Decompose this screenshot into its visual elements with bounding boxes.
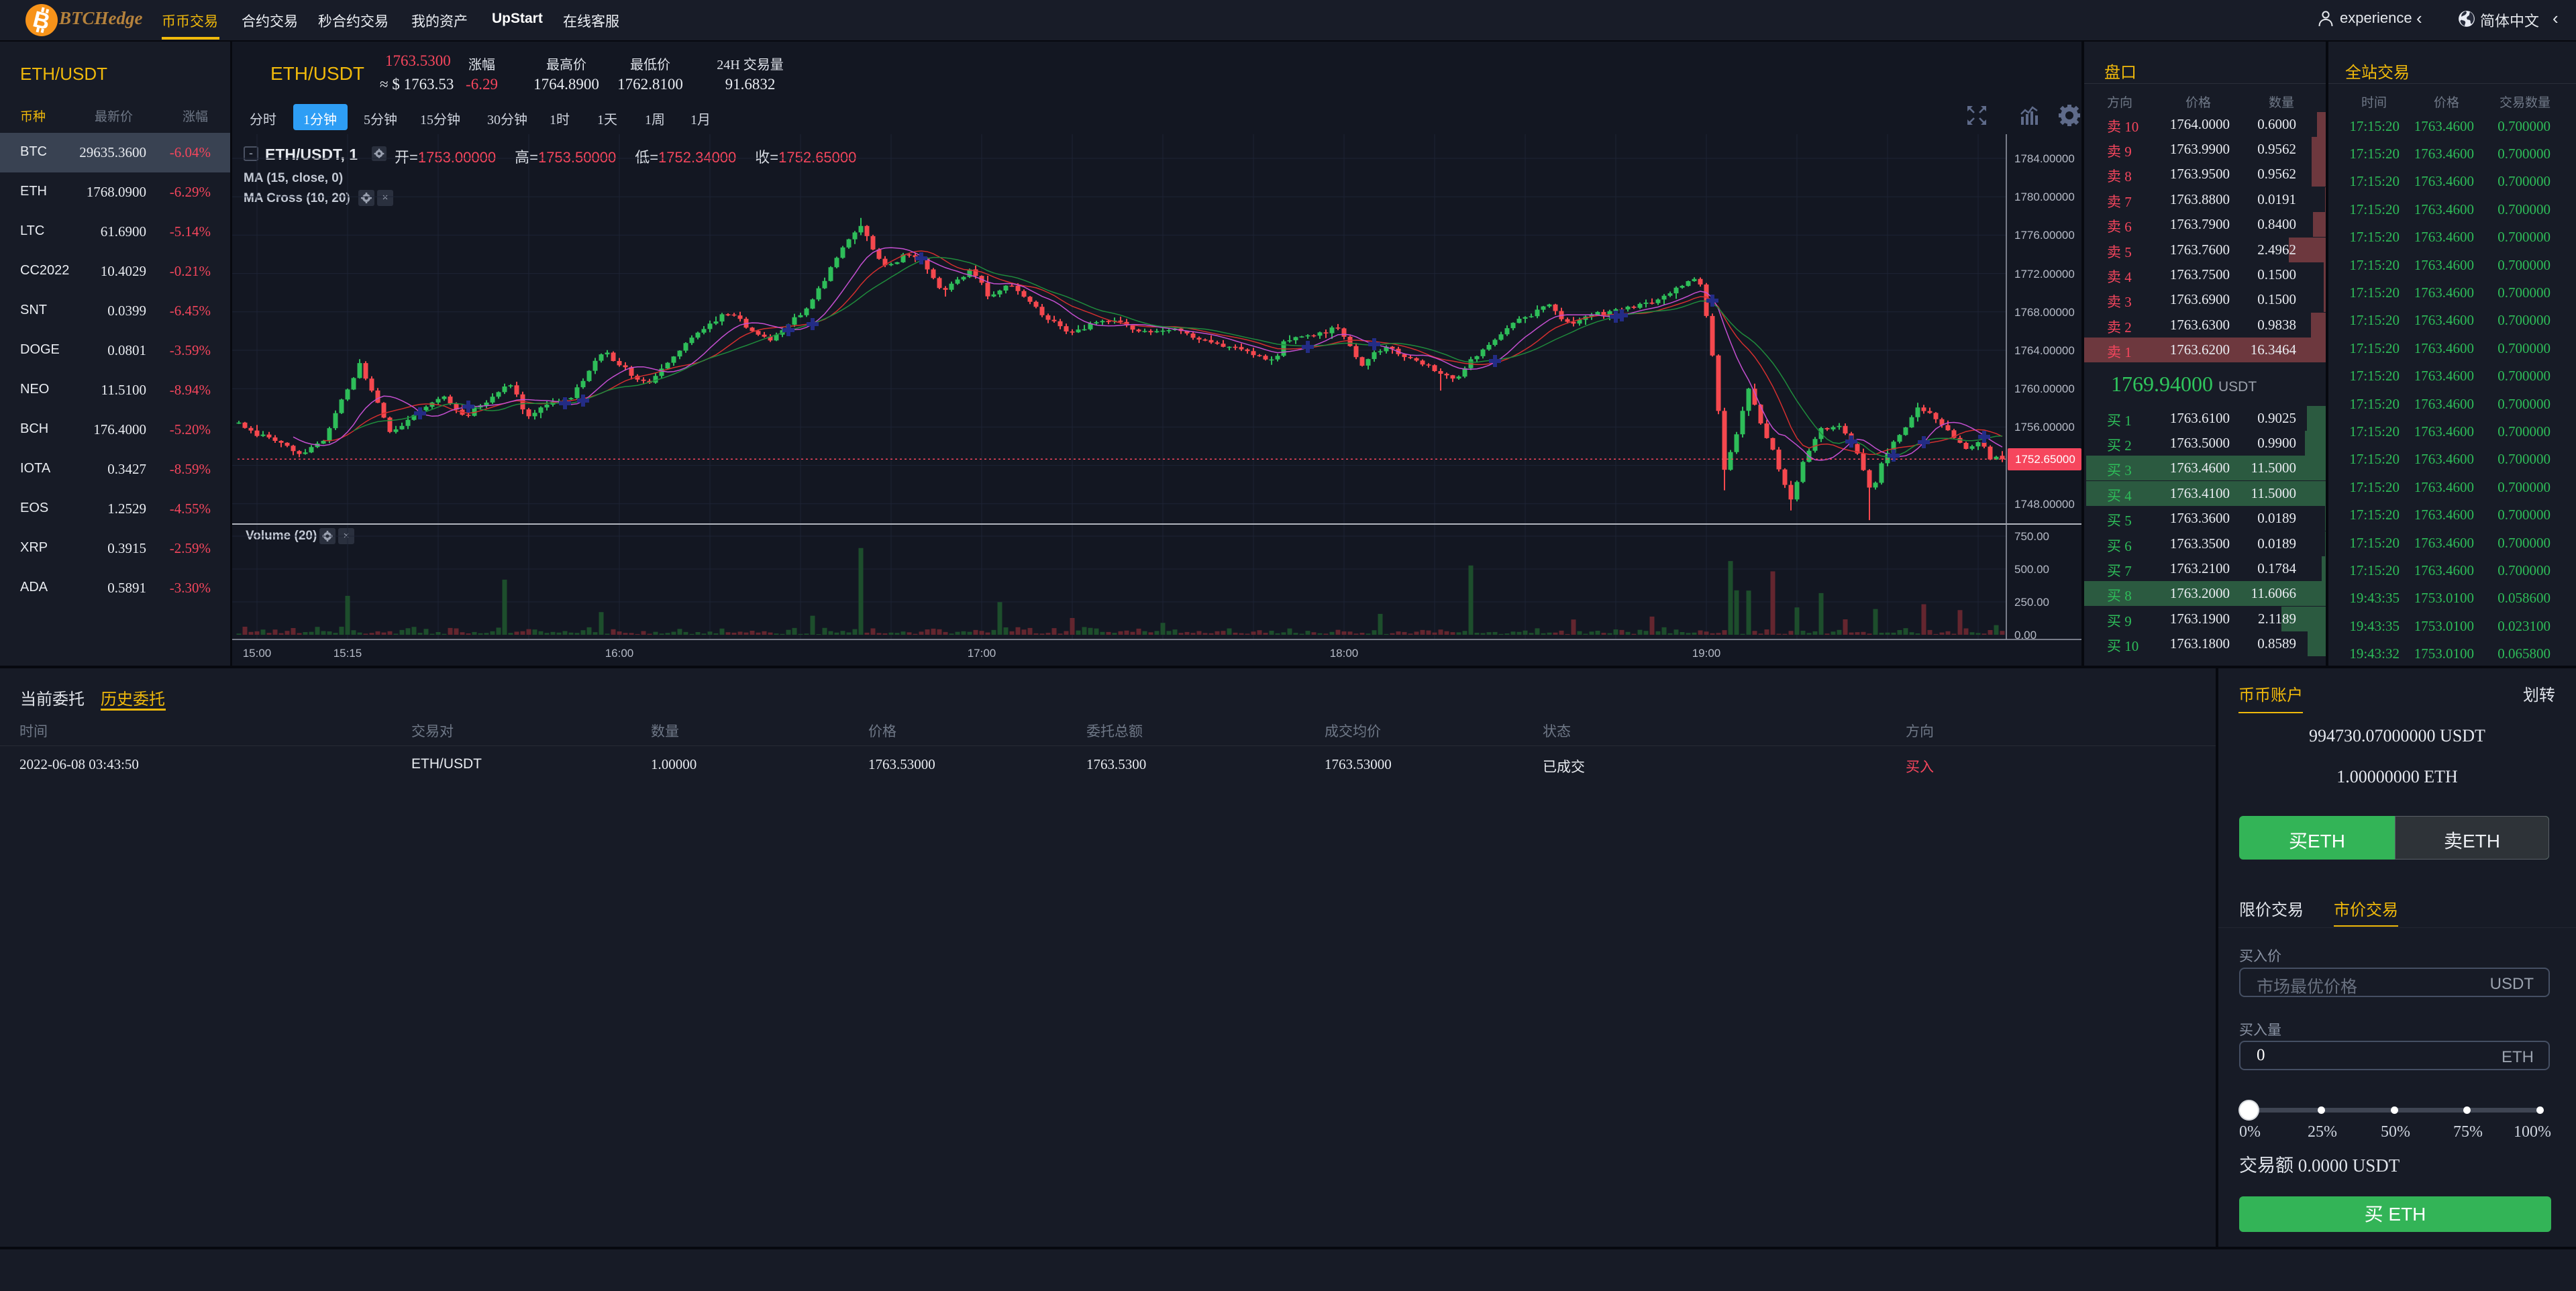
svg-text:1780.00000: 1780.00000 — [2014, 191, 2075, 203]
svg-text:500.00: 500.00 — [2014, 563, 2049, 576]
svg-text:1748.00000: 1748.00000 — [2014, 498, 2075, 511]
svg-text:1784.00000: 1784.00000 — [2014, 152, 2075, 165]
svg-text:0.00: 0.00 — [2014, 629, 2037, 641]
svg-text:750.00: 750.00 — [2014, 530, 2049, 543]
svg-text:1772.00000: 1772.00000 — [2014, 268, 2075, 280]
svg-text:18:00: 18:00 — [1330, 647, 1359, 660]
svg-text:1752.65000: 1752.65000 — [2015, 453, 2075, 466]
svg-text:17:00: 17:00 — [968, 647, 996, 660]
svg-text:1764.00000: 1764.00000 — [2014, 344, 2075, 357]
svg-text:1756.00000: 1756.00000 — [2014, 421, 2075, 433]
svg-text:19:00: 19:00 — [1692, 647, 1721, 660]
svg-text:15:15: 15:15 — [333, 647, 362, 660]
svg-text:16:00: 16:00 — [605, 647, 634, 660]
svg-text:1768.00000: 1768.00000 — [2014, 306, 2075, 319]
svg-text:15:00: 15:00 — [243, 647, 272, 660]
svg-text:1760.00000: 1760.00000 — [2014, 382, 2075, 395]
svg-text:1776.00000: 1776.00000 — [2014, 229, 2075, 242]
svg-text:250.00: 250.00 — [2014, 596, 2049, 609]
